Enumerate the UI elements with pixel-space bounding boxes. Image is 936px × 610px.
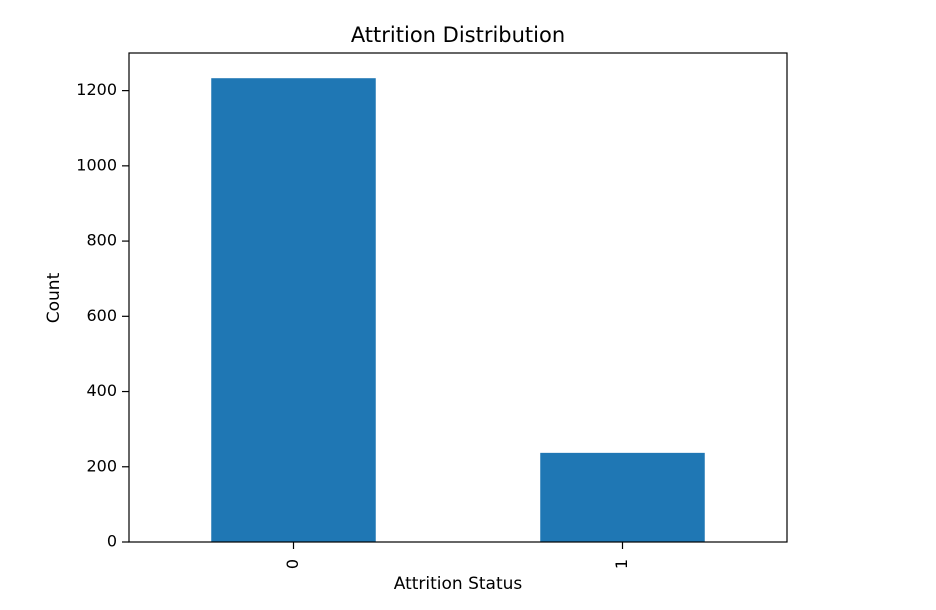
y-tick-label: 800: [86, 231, 117, 250]
x-axis-label: Attrition Status: [394, 574, 523, 594]
y-tick-label: 0: [107, 532, 117, 551]
y-tick-label: 400: [86, 381, 117, 400]
bar-0: [211, 78, 376, 543]
bars-layer: [211, 78, 705, 543]
y-axis: 0 200 400 600 800 1000 1200: [76, 80, 129, 551]
y-tick-label: 200: [86, 456, 117, 475]
y-tick-label: 600: [86, 306, 117, 325]
chart-title: Attrition Distribution: [351, 23, 565, 47]
y-axis-label: Count: [44, 272, 64, 323]
x-tick-label: 1: [612, 559, 631, 569]
y-tick-label: 1000: [76, 155, 117, 174]
x-tick-label: 0: [283, 559, 302, 569]
bar-1: [540, 452, 705, 542]
plot-frame: [128, 52, 788, 543]
y-tick-label: 1200: [76, 80, 117, 99]
